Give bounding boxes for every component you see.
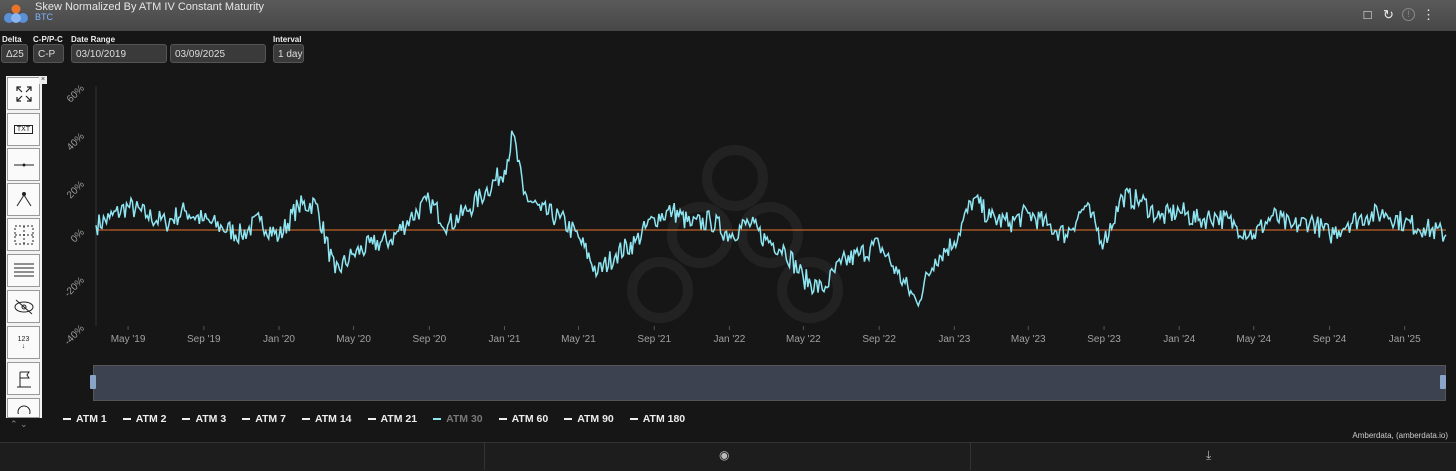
x-tick-label: Jan '25	[1389, 334, 1421, 345]
chart-title: Skew Normalized By ATM IV Constant Matur…	[35, 1, 265, 13]
number-tool[interactable]: 123 ↓	[7, 326, 40, 359]
legend-item[interactable]: ATM 2	[122, 413, 167, 425]
legend-item[interactable]: ATM 180	[629, 413, 686, 425]
eye-hide-icon[interactable]	[7, 290, 40, 323]
x-tick-label: Jan '20	[263, 334, 295, 345]
horizontal-line-icon[interactable]	[7, 148, 40, 181]
amberdata-logo-icon	[4, 4, 28, 23]
pitchfork-icon[interactable]	[7, 183, 40, 216]
x-tick-label: Sep '21	[637, 334, 671, 345]
x-tick-label: Jan '23	[938, 334, 970, 345]
legend-label: ATM 60	[511, 413, 549, 425]
legend-swatch	[182, 418, 191, 420]
arrow-down-icon: ↓	[21, 342, 26, 350]
legend: ATM 1 ATM 2 ATM 3 ATM 7 ATM 14 ATM 21 ATM 30 AT…	[63, 413, 685, 425]
flag-icon[interactable]	[7, 362, 40, 395]
y-tick-label: -40%	[63, 323, 87, 347]
x-tick-label: Sep '19	[187, 334, 221, 345]
info-icon[interactable]: !	[1402, 8, 1415, 21]
y-tick-label: -20%	[63, 275, 87, 299]
legend-label: ATM 180	[642, 413, 686, 425]
camera-icon[interactable]: ◉	[719, 448, 730, 462]
bottom-bar	[0, 442, 1456, 471]
y-tick-label: 40%	[65, 131, 87, 153]
legend-label: ATM 2	[135, 413, 167, 425]
legend-swatch	[63, 418, 71, 420]
cp-label: C-P/P-C	[33, 35, 63, 44]
legend-label: ATM 30	[446, 413, 483, 425]
legend-swatch	[629, 418, 638, 420]
legend-item[interactable]: ATM 21	[367, 413, 418, 425]
x-tick-label: Sep '22	[862, 334, 896, 345]
legend-swatch	[564, 418, 573, 420]
download-icon[interactable]: ⤓	[1206, 448, 1212, 462]
measure-icon[interactable]	[7, 398, 40, 418]
bookmark-icon[interactable]: □	[1363, 7, 1372, 22]
legend-item[interactable]: ATM 30	[433, 413, 483, 425]
close-toolbar-icon[interactable]: ×	[39, 76, 47, 84]
x-tick-label: Sep '24	[1313, 334, 1347, 345]
x-tick-label: May '24	[1236, 334, 1271, 345]
x-tick-label: Sep '20	[413, 334, 447, 345]
x-tick-label: Jan '24	[1163, 334, 1195, 345]
x-tick-label: Jan '21	[489, 334, 521, 345]
legend-label: ATM 14	[314, 413, 352, 425]
legend-swatch	[433, 418, 442, 420]
navigator-right-handle[interactable]	[1440, 375, 1446, 389]
text-tool-label: TXT	[13, 125, 34, 134]
refresh-icon[interactable]: ↻	[1383, 7, 1394, 22]
x-tick-label: Sep '23	[1087, 334, 1121, 345]
legend-label: ATM 3	[195, 413, 227, 425]
legend-label: ATM 21	[380, 413, 418, 425]
navigator-left-handle[interactable]	[90, 375, 96, 389]
date-range-label: Date Range	[71, 35, 116, 44]
y-tick-label: 60%	[65, 83, 87, 105]
text-annotation-tool[interactable]: TXT	[7, 113, 40, 146]
x-tick-label: May '20	[336, 334, 371, 345]
atm-30-series-line	[95, 130, 1447, 308]
legend-swatch	[122, 418, 131, 420]
y-tick-label: 0%	[69, 227, 87, 245]
legend-item[interactable]: ATM 3	[182, 413, 226, 425]
toolbar-scroll-arrows[interactable]: ⌃ ⌄	[10, 419, 28, 429]
credit-text: Amberdata, (amberdata.io)	[1352, 431, 1448, 440]
legend-item[interactable]: ATM 14	[301, 413, 352, 425]
fullscreen-icon[interactable]	[7, 77, 40, 110]
more-icon[interactable]: ⋮	[1422, 7, 1435, 22]
drawing-toolbar: TXT 123 ↓	[6, 76, 42, 418]
crosshair-icon[interactable]	[7, 218, 40, 251]
legend-label: ATM 90	[577, 413, 614, 425]
title-bar: Skew Normalized By ATM IV Constant Matur…	[0, 0, 1456, 31]
legend-label: ATM 1	[76, 413, 107, 425]
range-navigator[interactable]	[93, 365, 1446, 401]
date-end-input[interactable]: 03/09/2025	[170, 44, 266, 63]
number-tool-label: 123	[17, 335, 30, 343]
interval-select[interactable]: 1 day	[273, 44, 304, 63]
legend-swatch	[301, 418, 310, 420]
x-tick-label: May '23	[1011, 334, 1046, 345]
watermark-logo-icon	[627, 145, 843, 323]
legend-item[interactable]: ATM 90	[564, 413, 614, 425]
x-tick-label: May '19	[111, 334, 146, 345]
legend-item[interactable]: ATM 1	[63, 413, 107, 425]
legend-item[interactable]: ATM 7	[242, 413, 286, 425]
delta-select[interactable]: Δ25	[1, 44, 28, 63]
x-tick-label: May '21	[561, 334, 596, 345]
date-start-input[interactable]: 03/10/2019	[71, 44, 167, 63]
asset-label: BTC	[35, 12, 53, 22]
legend-item[interactable]: ATM 60	[498, 413, 549, 425]
legend-swatch	[367, 418, 376, 420]
cp-select[interactable]: C-P	[33, 44, 64, 63]
legend-swatch	[498, 418, 507, 420]
x-tick-label: Jan '22	[713, 334, 745, 345]
interval-label: Interval	[273, 35, 302, 44]
x-tick-label: May '22	[786, 334, 821, 345]
table-icon[interactable]	[7, 254, 40, 287]
legend-swatch	[242, 418, 251, 420]
y-tick-label: 20%	[65, 179, 87, 201]
delta-label: Delta	[2, 35, 22, 44]
legend-label: ATM 7	[255, 413, 286, 425]
